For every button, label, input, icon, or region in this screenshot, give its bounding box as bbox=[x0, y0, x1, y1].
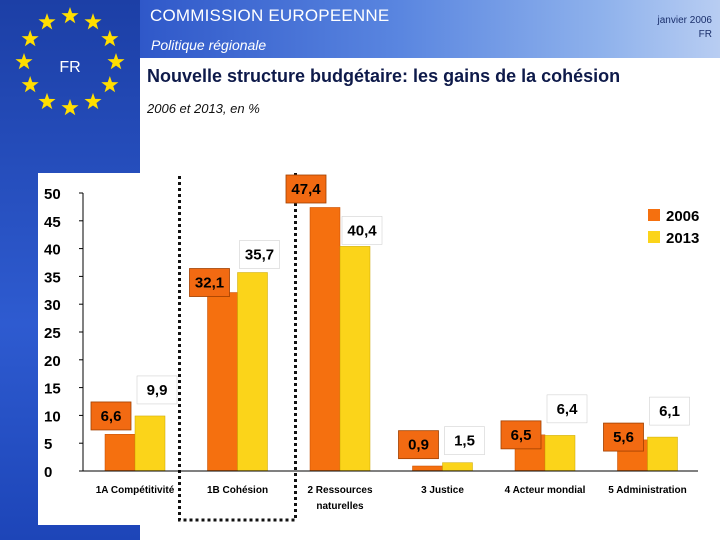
y-tick-label: 25 bbox=[44, 325, 61, 342]
bar-2006 bbox=[309, 207, 341, 472]
x-tick-label: naturelles bbox=[316, 501, 364, 512]
data-label-box-2006 bbox=[189, 268, 230, 297]
data-label-box-2006 bbox=[285, 174, 327, 204]
star-icon bbox=[21, 30, 39, 47]
slide-subtitle: 2006 et 2013, en % bbox=[147, 101, 260, 116]
data-label-box-2013 bbox=[649, 396, 690, 426]
y-tick-label: 45 bbox=[44, 214, 61, 231]
bar-2013 bbox=[134, 415, 166, 472]
data-label-box-2006 bbox=[500, 420, 542, 450]
slide-title: Nouvelle structure budgétaire: les gains… bbox=[147, 66, 621, 86]
eu-stars bbox=[15, 7, 125, 116]
legend-swatch bbox=[648, 209, 660, 221]
y-tick-label: 0 bbox=[44, 464, 52, 481]
data-label-box-2013 bbox=[136, 375, 178, 405]
header-banner bbox=[140, 0, 720, 58]
y-tick-label: 35 bbox=[44, 269, 61, 286]
star-icon bbox=[101, 76, 119, 93]
data-label-2006: 6,5 bbox=[511, 427, 532, 444]
x-tick-label: 4 Acteur mondial bbox=[505, 485, 586, 496]
x-tick-label: 3 Justice bbox=[421, 485, 464, 496]
star-icon bbox=[38, 92, 56, 110]
star-icon bbox=[101, 30, 119, 47]
data-label-2006: 6,6 bbox=[101, 408, 122, 425]
star-icon bbox=[15, 53, 33, 70]
bar-2013 bbox=[442, 462, 473, 472]
data-label-box-2006 bbox=[90, 401, 132, 431]
data-label-2006: 32,1 bbox=[195, 275, 224, 292]
x-tick-label: 2 Ressources bbox=[307, 485, 372, 496]
eu-flag-icon: FR bbox=[15, 7, 125, 116]
chart-frame: 0 5 10 15 20 25 30 35 40 45 50 6,6 9,9 1A Compétitivi… bbox=[38, 143, 713, 525]
x-tick-label: 1A Compétitivité bbox=[96, 485, 175, 496]
data-label-2006: 0,9 bbox=[408, 437, 429, 454]
data-label-box-2013 bbox=[341, 216, 383, 245]
header-date: janvier 2006 bbox=[657, 15, 712, 26]
header-date-block: janvier 2006 FR bbox=[658, 14, 712, 42]
star-icon bbox=[38, 13, 56, 30]
bar-2006 bbox=[412, 465, 443, 472]
x-tick-label: 5 Administration bbox=[608, 485, 687, 496]
y-tick-label: 40 bbox=[44, 242, 61, 259]
data-label-2013: 35,7 bbox=[245, 247, 274, 264]
y-tick-label: 10 bbox=[44, 408, 61, 425]
star-icon bbox=[107, 53, 125, 70]
highlight-frame bbox=[178, 143, 297, 522]
star-icon bbox=[84, 92, 102, 110]
x-tick-label: 1B Cohésion bbox=[207, 485, 268, 496]
header-lang: FR bbox=[698, 29, 712, 40]
legend-swatch bbox=[648, 231, 660, 243]
star-icon bbox=[21, 76, 39, 93]
data-label-2013: 6,4 bbox=[557, 401, 579, 418]
data-label-2013: 40,4 bbox=[347, 222, 377, 239]
bar-2006 bbox=[104, 434, 136, 472]
data-label-2006: 5,6 bbox=[613, 429, 634, 446]
data-label-2006: 47,4 bbox=[291, 181, 321, 198]
data-label-2013: 9,9 bbox=[147, 382, 168, 399]
data-label-box-2006 bbox=[398, 430, 439, 460]
bar-2013 bbox=[339, 246, 371, 472]
bar-2013 bbox=[237, 272, 268, 472]
bar-2006 bbox=[207, 292, 238, 472]
star-icon bbox=[61, 99, 79, 116]
data-label-box-2013 bbox=[444, 426, 485, 455]
header-dept: Politique régionale bbox=[151, 37, 267, 53]
bar-2013 bbox=[647, 436, 678, 472]
data-label-box-2013 bbox=[239, 240, 280, 269]
y-tick-label: 50 bbox=[44, 186, 61, 203]
flag-label: FR bbox=[59, 59, 80, 76]
data-label-box-2006 bbox=[603, 422, 644, 452]
legend-label: 2013 bbox=[666, 230, 699, 247]
header-org: COMMISSION EUROPEENNE bbox=[150, 6, 390, 25]
data-label-box-2013 bbox=[546, 394, 588, 424]
y-tick-label: 30 bbox=[44, 297, 61, 314]
y-tick-label: 15 bbox=[44, 381, 61, 398]
data-label-2013: 6,1 bbox=[659, 403, 680, 420]
bar-chart: 0 5 10 15 20 25 30 35 40 45 50 6,6 9,9 1A Compétitivi… bbox=[44, 143, 699, 522]
y-tick-label: 20 bbox=[44, 353, 61, 370]
y-tick-label: 5 bbox=[44, 436, 52, 453]
data-label-2013: 1,5 bbox=[454, 433, 475, 450]
star-icon bbox=[84, 13, 102, 30]
legend-label: 2006 bbox=[666, 208, 699, 225]
bar-2013 bbox=[544, 435, 576, 472]
star-icon bbox=[61, 7, 79, 24]
